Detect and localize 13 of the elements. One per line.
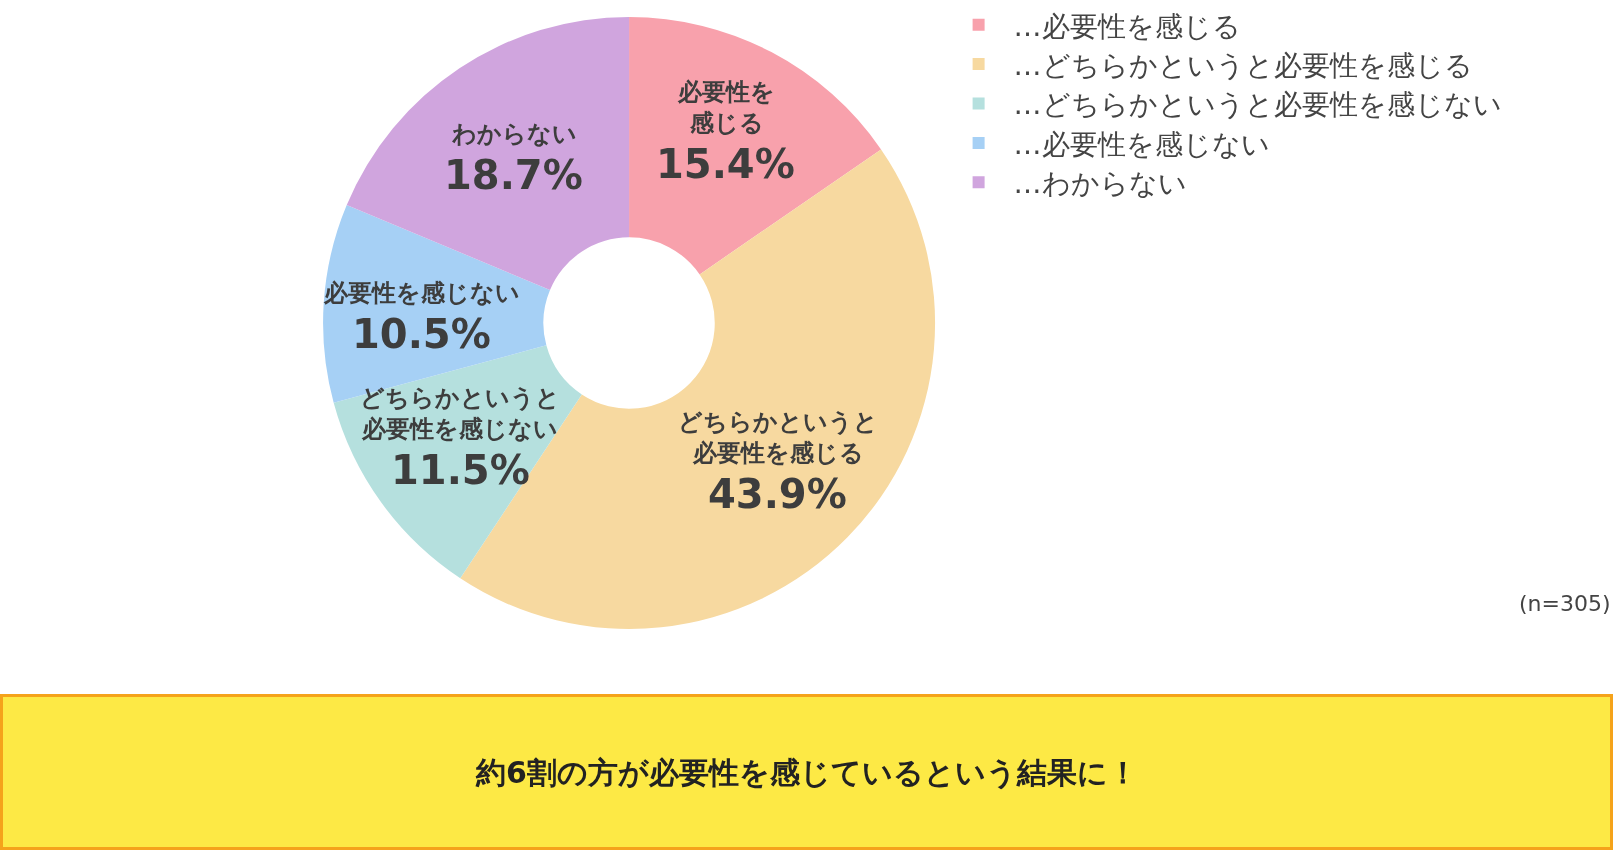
legend-label: …わからない [1013, 167, 1187, 201]
text: (n=305) [1519, 591, 1611, 616]
data-label: どちらかというと必要性を感じる 43.9% [678, 408, 878, 517]
legend-label: …必要性を感じない [1013, 127, 1270, 161]
data-label: 必要性を感じない 10.5% [323, 279, 520, 357]
data-label: わからない 18.7% [444, 120, 583, 198]
legend-label: …必要性を感じる [1013, 9, 1241, 43]
data-label: どちらかというと必要性を感じない 11.5% [360, 384, 560, 493]
legend-label: …どちらかというと必要性を感じる [1013, 49, 1473, 83]
legend-label: …どちらかというと必要性を感じない [1013, 88, 1502, 122]
donut-slice [629, 17, 882, 275]
text: 約6割の方が必要性を感じているという結果に！ [475, 754, 1138, 790]
data-label: 必要性を感じる 15.4% [656, 78, 795, 187]
